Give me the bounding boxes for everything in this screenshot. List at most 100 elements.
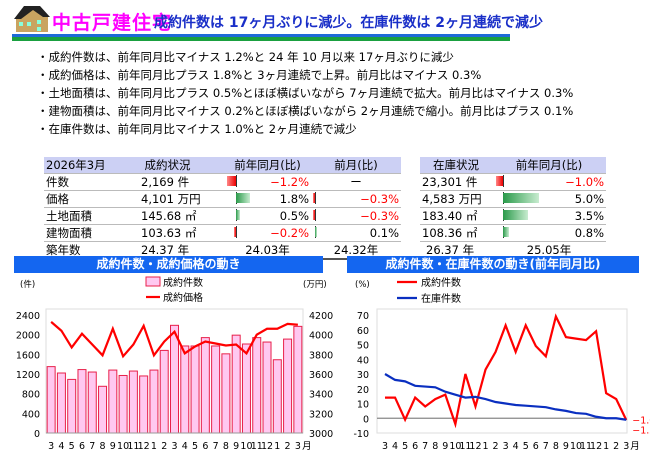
zero-line	[315, 192, 316, 204]
yoy-bar	[315, 227, 317, 237]
bar	[170, 324, 179, 434]
bar	[180, 345, 190, 434]
x-tick-label: 11	[459, 441, 471, 451]
bullet: ・成約価格は、前年同月比プラス 1.8%と 3ヶ月連続で上昇。前月比はマイナス …	[37, 68, 482, 82]
bar	[56, 372, 66, 434]
end-label: −1.0	[632, 415, 650, 426]
bullet: ・土地面積は、前年同月比プラス 0.5%とほぼ横ばいながら 7ヶ月連続で拡大。前…	[37, 86, 574, 100]
yoy-value: 0.5%	[279, 209, 309, 223]
x-tick-label: 9	[563, 441, 569, 451]
series-line	[385, 313, 628, 429]
x-tick-label: 8	[223, 441, 229, 451]
bar	[98, 385, 108, 434]
x-tick-label: 12	[261, 441, 273, 451]
zero-line	[503, 175, 504, 187]
x-tick-label: 5	[69, 441, 75, 451]
x-tick-label: 10	[570, 441, 582, 451]
x-tick-label: 11	[580, 441, 592, 451]
x-tick-label: 9	[110, 441, 116, 451]
table-row: 23,301 件 −1.0%	[420, 173, 606, 191]
end-label: −1.2	[632, 425, 650, 436]
row-value: 145.68 ㎡	[111, 207, 224, 225]
chart-title: 成約件数・成約価格の動き	[14, 256, 323, 273]
bar	[211, 345, 221, 434]
yoy-value: 5.0%	[574, 192, 604, 206]
y-tick-label: 20	[357, 385, 369, 396]
yoy-bar	[227, 176, 236, 186]
y-tick-label: 2000	[16, 331, 40, 342]
x-tick-label: 4	[58, 441, 64, 451]
series-line	[384, 373, 627, 421]
y-tick-label: 400	[22, 409, 40, 420]
x-tick-label: 11	[251, 441, 263, 451]
x-tick-label: 10	[240, 441, 252, 451]
row-label: 価格	[44, 190, 111, 208]
y-tick-label: 2400	[16, 311, 40, 322]
y-tick-label: 1200	[16, 370, 40, 381]
table-row: 建物面積 103.63 ㎡ −0.2% 0.1%	[44, 224, 401, 242]
divider	[12, 34, 510, 37]
table-row: 4,583 万円 5.0%	[420, 190, 606, 208]
bar	[293, 325, 303, 434]
row-value: 23,301 件	[420, 173, 492, 191]
x-tick-label: 3	[623, 441, 629, 451]
yoy-value: −1.0%	[565, 175, 604, 189]
x-tick-label: 3	[382, 441, 388, 451]
bullet: ・成約件数は、前年同月比マイナス 1.2%と 24 年 10 月以来 17ヶ月ぶ…	[37, 50, 454, 64]
mom-value: −0.3%	[360, 192, 399, 206]
y-axis-label: (件)	[20, 279, 35, 290]
x-tick-label: 2	[613, 441, 619, 451]
chart-title: 成約件数・在庫件数の動き(前年同月比)	[347, 256, 639, 273]
table-row: 土地面積 145.68 ㎡ 0.5% −0.3%	[44, 207, 401, 225]
y-tick-label: 60	[357, 326, 369, 337]
row-label: 件数	[44, 173, 111, 191]
bar	[200, 337, 210, 434]
inventory-table: 在庫状況 前年同月(比) 23,301 件 −1.0% 4,583 万円 5.0% 1…	[420, 157, 606, 260]
x-tick-label: 8	[432, 441, 438, 451]
x-tick-label: 3	[48, 441, 54, 451]
legend-label: 成約価格	[163, 291, 203, 304]
bar	[241, 343, 251, 434]
x-tick-label: 11	[127, 441, 139, 451]
y-tick-label: 50	[357, 341, 369, 352]
bar	[262, 341, 272, 434]
row-label: 土地面積	[44, 207, 111, 225]
y2-axis-label: (万円)	[303, 280, 327, 290]
bullet: ・在庫件数は、前年同月比マイナス 1.0%と 2ヶ月連続で減少	[37, 122, 357, 136]
bar	[221, 353, 231, 434]
x-tick-label: 6	[79, 441, 85, 451]
x-tick-label: 6	[533, 441, 539, 451]
zero-line	[236, 175, 237, 187]
header: 成約状況	[111, 157, 224, 174]
x-tick-label: 7	[543, 441, 549, 451]
yoy-chart: -10010203040506070(%)成約件数在庫件数−1.0−1.2345…	[353, 276, 650, 451]
legend-swatch	[145, 276, 161, 287]
divider	[12, 37, 510, 41]
x-tick-label: 4	[392, 441, 398, 451]
yoy-value: 0.8%	[574, 226, 604, 240]
x-tick-label: 7	[213, 441, 219, 451]
bar	[87, 371, 97, 434]
x-tick-label: 2	[285, 441, 291, 451]
bar	[67, 378, 77, 434]
headline: 成約件数は 17ヶ月ぶりに減少。在庫件数は 2ヶ月連続で減少	[154, 15, 543, 31]
yoy-value: 3.5%	[574, 209, 604, 223]
table-row: 108.36 ㎡ 0.8%	[420, 224, 606, 242]
bar	[128, 370, 138, 434]
header: 在庫状況	[420, 157, 492, 174]
yoy-value: −1.2%	[270, 175, 309, 189]
y2-tick-label: 4200	[309, 311, 333, 322]
table-row: 件数 2,169 件 −1.2% ー	[44, 173, 401, 191]
y-tick-label: 40	[357, 355, 369, 366]
y-tick-label: 30	[357, 370, 369, 381]
mom-value: −0.3%	[360, 209, 399, 223]
bar	[231, 334, 241, 434]
y2-tick-label: 3800	[309, 350, 333, 361]
house-icon	[14, 6, 50, 32]
yoy-bar	[312, 193, 315, 203]
bullet: ・建物面積は、前年同月比マイナス 0.2%とほぼ横ばいながら 2ヶ月連続で縮小。…	[37, 104, 574, 118]
y2-tick-label: 3000	[309, 429, 333, 440]
y-axis-label: (%)	[355, 280, 370, 290]
yoy-bar	[236, 210, 240, 220]
row-value: 108.36 ㎡	[420, 224, 492, 242]
